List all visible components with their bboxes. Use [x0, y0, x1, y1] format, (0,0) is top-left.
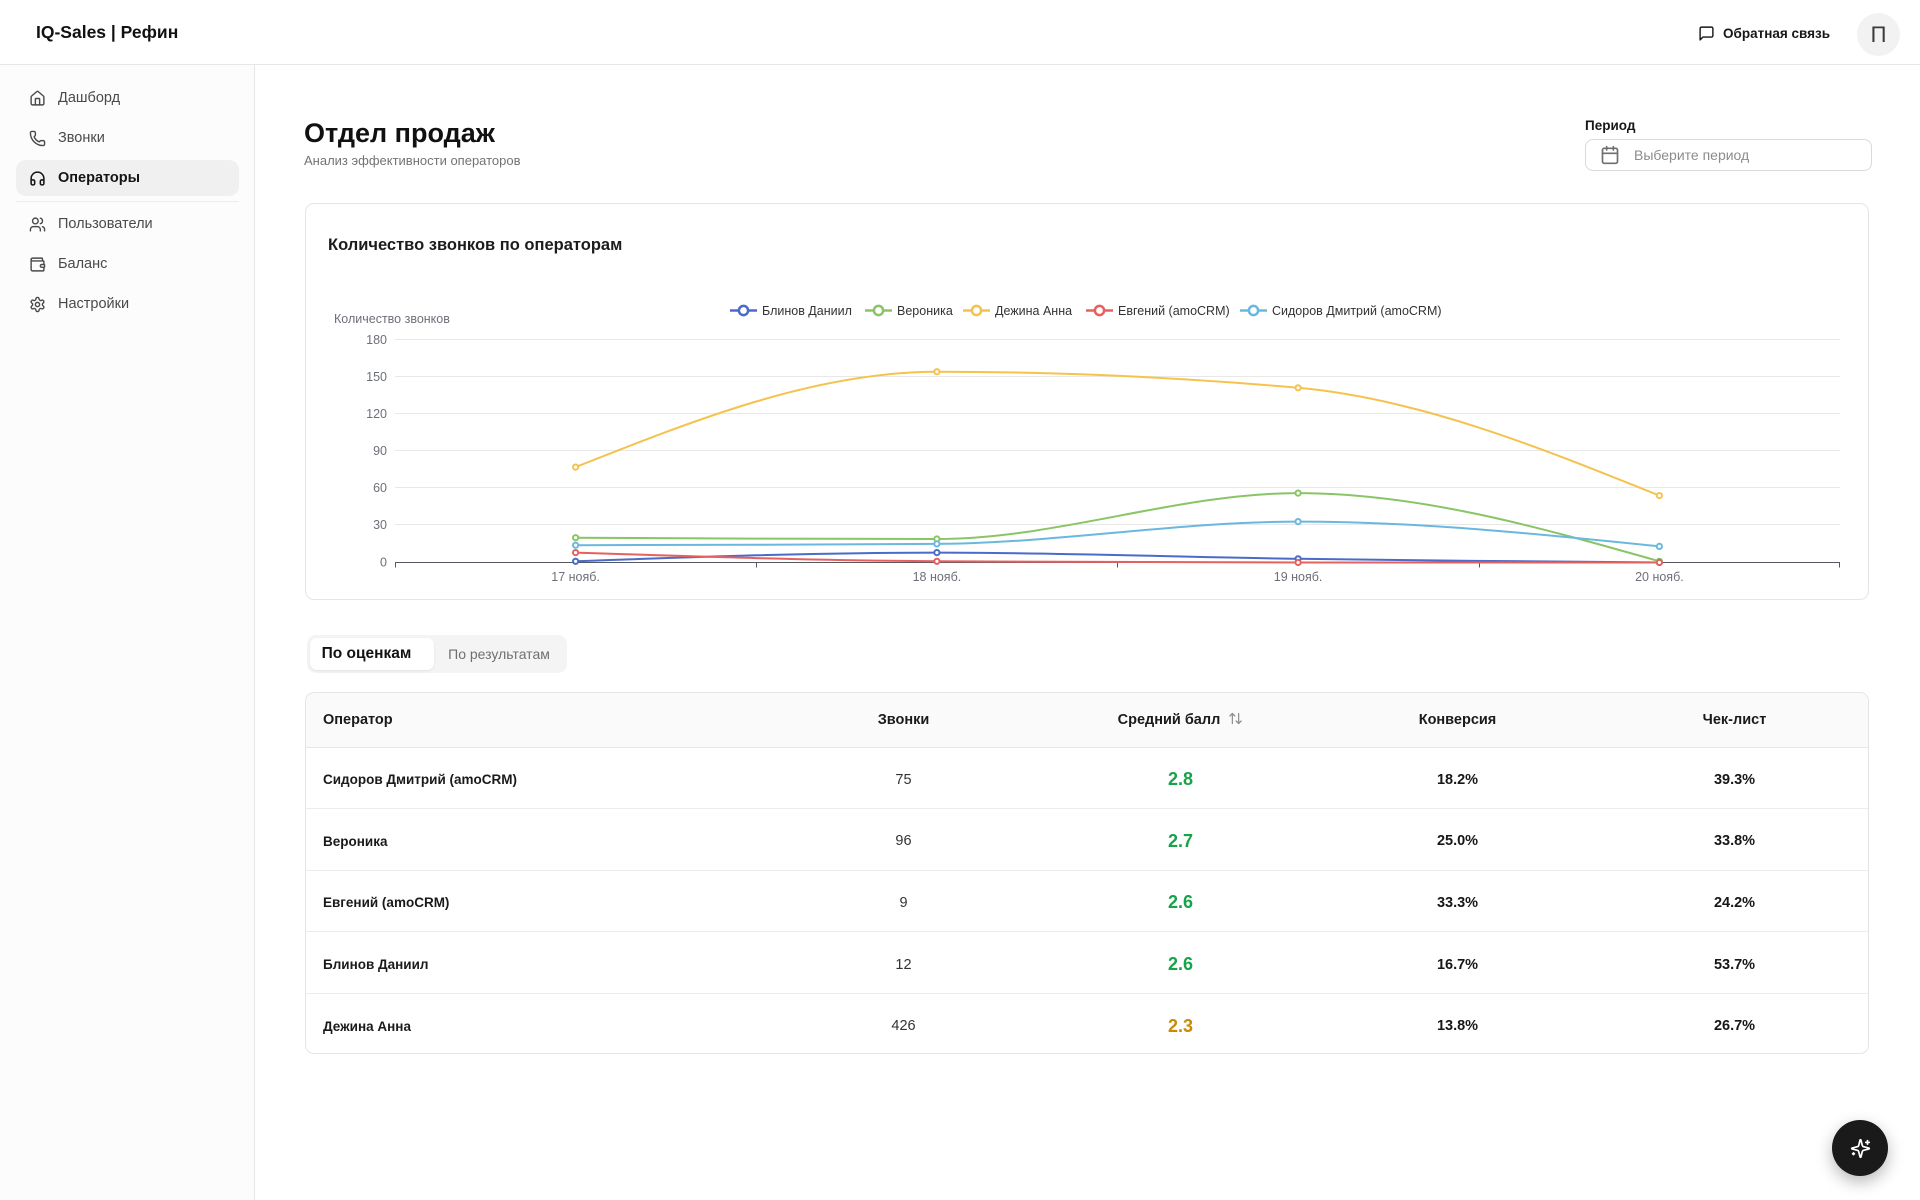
svg-text:90: 90	[373, 444, 387, 458]
svg-text:18 нояб.: 18 нояб.	[913, 570, 962, 584]
svg-text:150: 150	[366, 370, 387, 384]
svg-text:30: 30	[373, 518, 387, 532]
svg-text:180: 180	[366, 333, 387, 347]
svg-text:0: 0	[380, 556, 387, 570]
svg-text:17 нояб.: 17 нояб.	[551, 570, 600, 584]
svg-text:20 нояб.: 20 нояб.	[1635, 570, 1684, 584]
svg-text:19 нояб.: 19 нояб.	[1274, 570, 1323, 584]
svg-text:60: 60	[373, 481, 387, 495]
svg-text:120: 120	[366, 407, 387, 421]
svg-text:Количество звонков: Количество звонков	[334, 312, 450, 326]
